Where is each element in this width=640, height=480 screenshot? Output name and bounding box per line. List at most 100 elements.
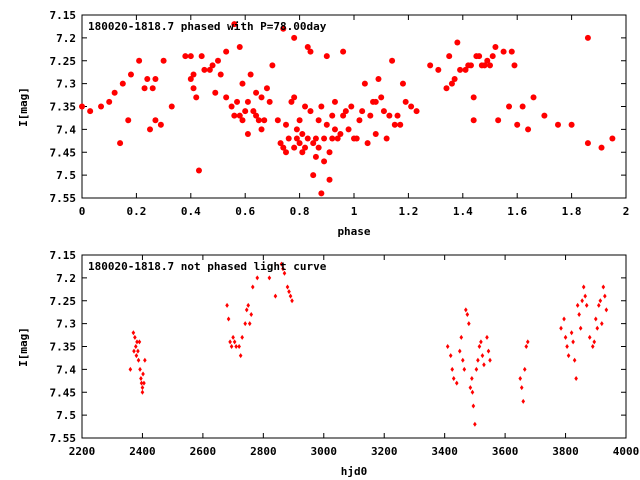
phased-ytick-label: 7.35	[50, 101, 77, 114]
unphased-data-point	[569, 330, 574, 336]
unphased-data-point	[468, 385, 473, 391]
unphased-data-point	[243, 321, 247, 327]
phased-ytick-label: 7.55	[50, 192, 77, 205]
phased-data-point	[331, 126, 338, 133]
phased-ytick-label: 7.3	[56, 78, 76, 91]
phased-data-point	[149, 85, 156, 92]
phased-plot-points	[79, 21, 616, 197]
phased-data-point	[397, 121, 404, 128]
phased-data-point	[141, 85, 148, 92]
phased-data-point	[584, 34, 591, 41]
unphased-data-point	[470, 376, 474, 382]
unphased-data-point	[141, 371, 145, 377]
phased-data-point	[372, 98, 379, 105]
unphased-plot-ylabel: I[mag]	[17, 327, 30, 367]
phased-ytick-label: 7.15	[50, 9, 77, 22]
phased-data-point	[391, 121, 398, 128]
phased-data-point	[470, 117, 477, 124]
phased-data-point	[312, 153, 319, 160]
phased-data-point	[242, 108, 249, 115]
unphased-data-point	[231, 334, 235, 340]
phased-data-point	[293, 126, 300, 133]
unphased-data-point	[279, 261, 284, 267]
phased-data-point	[427, 62, 434, 69]
unphased-data-point	[574, 376, 578, 382]
phased-data-point	[247, 71, 254, 78]
unphased-data-point	[250, 284, 255, 290]
unphased-data-point	[247, 321, 252, 327]
phased-data-point	[304, 135, 311, 142]
unphased-ytick-label: 7.5	[56, 409, 76, 422]
unphased-data-point	[571, 339, 575, 345]
phased-data-point	[236, 44, 243, 51]
unphased-data-point	[131, 330, 136, 336]
unphased-ytick-label: 7.3	[56, 318, 76, 331]
unphased-ytick-label: 7.45	[50, 386, 77, 399]
phased-data-point	[446, 53, 453, 60]
phased-data-point	[310, 140, 317, 147]
unphased-data-point	[595, 325, 600, 331]
phased-data-point	[598, 144, 605, 151]
unphased-data-point	[128, 366, 133, 372]
phased-data-point	[323, 121, 330, 128]
phased-data-point	[261, 117, 268, 124]
phased-data-point	[337, 130, 344, 137]
phased-data-point	[293, 135, 300, 142]
unphased-ytick-label: 7.35	[50, 341, 77, 354]
phased-data-point	[277, 140, 284, 147]
unphased-data-point	[234, 344, 238, 349]
phased-data-point	[541, 112, 548, 119]
phased-data-point	[187, 53, 194, 60]
phased-data-point	[402, 98, 409, 105]
phased-plot-xlabel: phase	[337, 225, 370, 238]
phased-data-point	[342, 108, 349, 115]
phased-data-point	[144, 76, 151, 83]
phased-data-point	[87, 108, 94, 115]
unphased-data-point	[562, 316, 566, 322]
phased-data-point	[253, 112, 260, 119]
unphased-data-point	[462, 366, 467, 372]
phased-data-point	[269, 62, 276, 69]
phased-data-point	[340, 48, 347, 55]
unphased-data-point	[134, 353, 139, 359]
unphased-data-point	[563, 334, 568, 340]
phased-data-point	[302, 103, 309, 110]
phased-data-point	[274, 117, 281, 124]
unphased-data-point	[603, 293, 607, 299]
phased-data-point	[386, 112, 393, 119]
unphased-data-point	[451, 376, 456, 382]
unphased-data-point	[525, 339, 530, 345]
unphased-data-point	[518, 376, 523, 382]
phased-data-point	[198, 53, 205, 60]
unphased-xtick-label: 3600	[492, 445, 519, 458]
phased-xtick-label: 1.8	[562, 205, 582, 218]
phased-data-point	[190, 85, 197, 92]
phased-data-point	[378, 94, 385, 101]
unphased-data-point	[583, 293, 587, 299]
unphased-data-point	[237, 344, 241, 349]
phased-data-point	[454, 39, 461, 46]
unphased-data-point	[598, 298, 603, 304]
phased-data-point	[353, 135, 360, 142]
phased-data-point	[519, 103, 526, 110]
phased-data-point	[299, 130, 306, 137]
phased-data-point	[318, 190, 325, 197]
phased-data-point	[375, 76, 382, 83]
unphased-data-point	[479, 339, 483, 345]
unphased-data-point	[228, 339, 232, 345]
phased-data-point	[326, 176, 333, 183]
phased-data-point	[506, 103, 513, 110]
phased-data-point	[231, 21, 238, 28]
unphased-data-point	[240, 334, 244, 340]
unphased-data-point	[445, 344, 450, 349]
phased-data-point	[312, 135, 319, 142]
phased-data-point	[190, 71, 197, 78]
unphased-plot-xlabel: hjd0	[341, 465, 368, 478]
unphased-data-point	[461, 357, 465, 363]
phased-data-point	[321, 135, 328, 142]
unphased-data-point	[566, 353, 571, 359]
phased-data-point	[296, 117, 303, 124]
unphased-data-point	[285, 284, 290, 290]
phased-data-point	[223, 94, 230, 101]
unphased-data-point	[229, 344, 234, 349]
